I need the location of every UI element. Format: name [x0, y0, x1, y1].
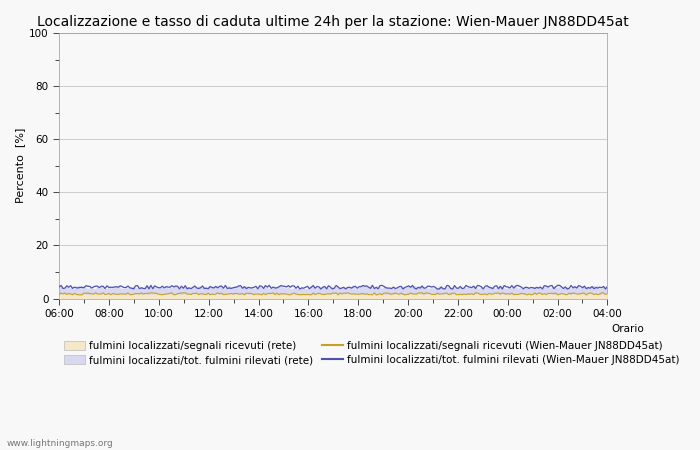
Y-axis label: Percento  [%]: Percento [%]	[15, 128, 25, 203]
Text: Orario: Orario	[612, 324, 644, 333]
Legend: fulmini localizzati/segnali ricevuti (rete), fulmini localizzati/tot. fulmini ri: fulmini localizzati/segnali ricevuti (re…	[64, 341, 680, 365]
Title: Localizzazione e tasso di caduta ultime 24h per la stazione: Wien-Mauer JN88DD45: Localizzazione e tasso di caduta ultime …	[37, 15, 629, 29]
Text: www.lightningmaps.org: www.lightningmaps.org	[7, 439, 113, 448]
